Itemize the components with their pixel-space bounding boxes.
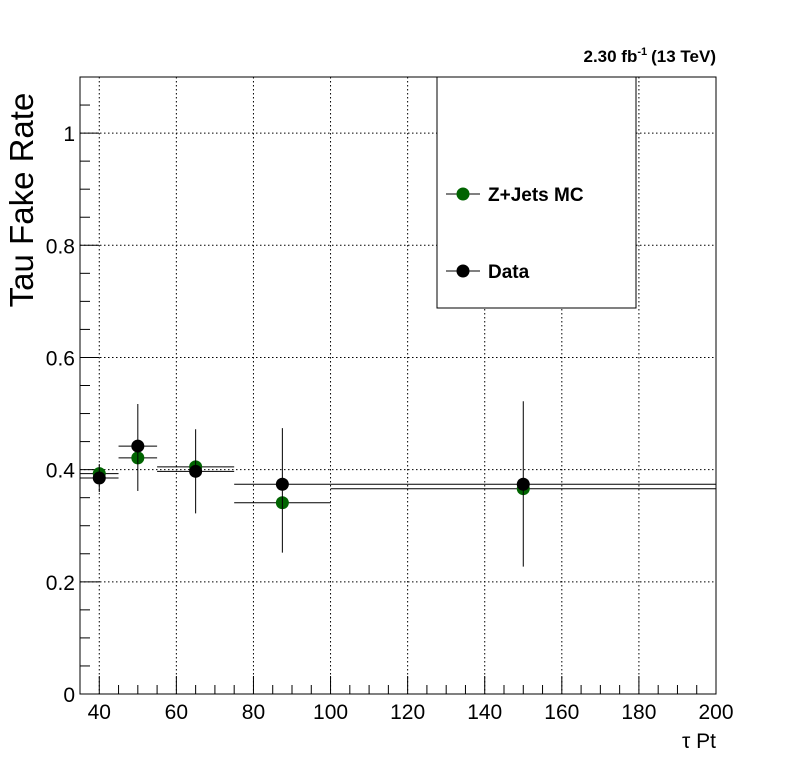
y-tick-label: 0: [63, 684, 75, 707]
legend-marker-mc: [456, 187, 470, 201]
legend-label-data: Data: [488, 262, 530, 283]
axis-tick-labels: 40 60 80 100 120 140 160 180 200 0 0.2 0.4 0.6 0.8 1: [46, 123, 734, 724]
point-data: [131, 439, 145, 453]
point-data: [92, 471, 106, 485]
x-tick-label: 80: [242, 701, 265, 724]
x-tick-label: 200: [698, 701, 733, 724]
data-points: [80, 401, 716, 567]
y-axis-title: Tau Fake Rate: [3, 93, 40, 308]
luminosity-value: 2.30 fb: [583, 47, 637, 66]
x-tick-label: 60: [165, 701, 188, 724]
point-data: [275, 477, 289, 491]
y-tick-label: 1: [63, 123, 75, 146]
legend-box: [436, 76, 637, 309]
x-tick-label: 100: [313, 701, 348, 724]
luminosity-exponent: -1: [637, 46, 647, 58]
luminosity-label: 2.30 fb-1 (13 TeV): [583, 46, 716, 66]
y-tick-label: 0.4: [46, 460, 76, 483]
point-data: [189, 464, 203, 478]
legend-label-mc: Z+Jets MC: [488, 185, 584, 206]
y-tick-label: 0.2: [46, 572, 75, 595]
x-tick-label: 40: [88, 701, 111, 724]
x-tick-label: 160: [544, 701, 579, 724]
legend-marker-data: [456, 264, 470, 278]
y-tick-label: 0.6: [46, 347, 75, 370]
grid: [80, 77, 716, 694]
point-data: [516, 477, 530, 491]
luminosity-energy: (13 TeV): [651, 47, 716, 66]
x-tick-label: 180: [621, 701, 656, 724]
x-tick-label: 120: [390, 701, 425, 724]
x-tick-label: 140: [467, 701, 502, 724]
y-tick-label: 0.8: [46, 235, 75, 258]
legend: Z+Jets MC Data: [436, 76, 637, 309]
x-axis-title: τ Pt: [682, 730, 716, 753]
